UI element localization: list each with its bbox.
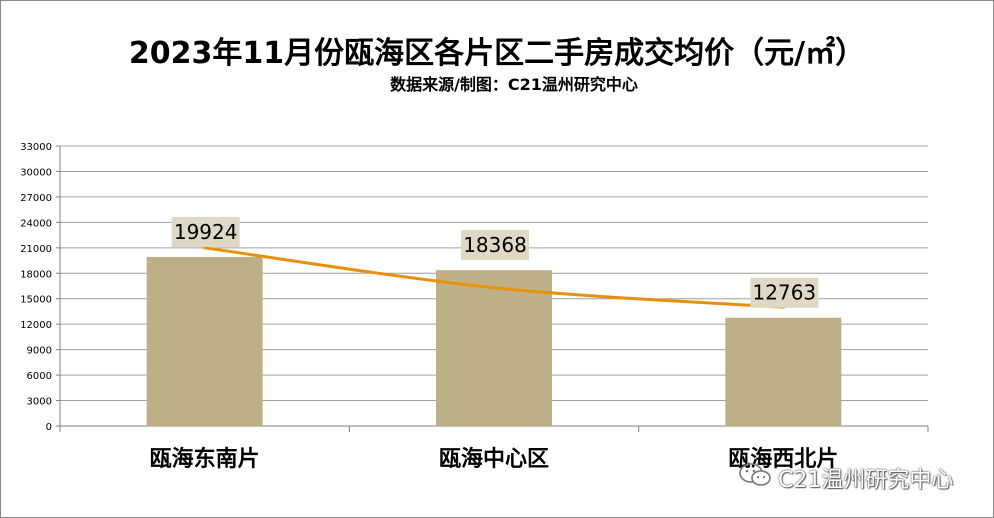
y-tick-label: 30000 xyxy=(20,167,52,178)
chart-title: 2023年11月份瓯海区各片区二手房成交均价（元/㎡） xyxy=(128,36,866,71)
bar-3 xyxy=(725,317,842,426)
trendline-layer xyxy=(203,246,785,309)
x-category-label: 瓯海中心区 xyxy=(439,446,549,472)
wechat-icon xyxy=(738,462,772,494)
y-tick-label: 15000 xyxy=(20,295,52,306)
data-label: 19924 xyxy=(174,220,238,244)
data-label: 18368 xyxy=(463,233,527,257)
y-tick-label: 6000 xyxy=(27,371,52,382)
x-category-label: 瓯海西北片 xyxy=(728,446,838,472)
y-tick-label: 21000 xyxy=(20,244,52,255)
bar-1 xyxy=(146,256,263,426)
watermark: C21温州研究中心 xyxy=(738,462,953,494)
y-tick-label: 24000 xyxy=(20,218,52,229)
trendline xyxy=(203,246,785,309)
data-label-box xyxy=(461,230,529,261)
data-label: 12763 xyxy=(753,281,817,305)
y-tick-label: 27000 xyxy=(20,193,52,204)
x-category-label: 瓯海东南片 xyxy=(150,446,260,472)
y-tick-label: 18000 xyxy=(20,269,52,280)
data-label-box xyxy=(171,216,240,247)
y-tick-label: 3000 xyxy=(27,397,52,408)
chart-subtitle: 数据来源/制图：C21温州研究中心 xyxy=(390,75,638,94)
bars xyxy=(146,256,842,426)
data-label-box xyxy=(750,277,819,308)
y-tick-label: 12000 xyxy=(20,320,52,331)
watermark-text: C21温州研究中心 xyxy=(778,468,954,493)
y-tick-label: 0 xyxy=(46,422,52,433)
y-tick-label: 9000 xyxy=(27,346,52,357)
bar-2 xyxy=(436,270,552,426)
y-tick-label: 33000 xyxy=(20,142,52,153)
data-labels: 19924 18368 12763 xyxy=(171,216,819,308)
